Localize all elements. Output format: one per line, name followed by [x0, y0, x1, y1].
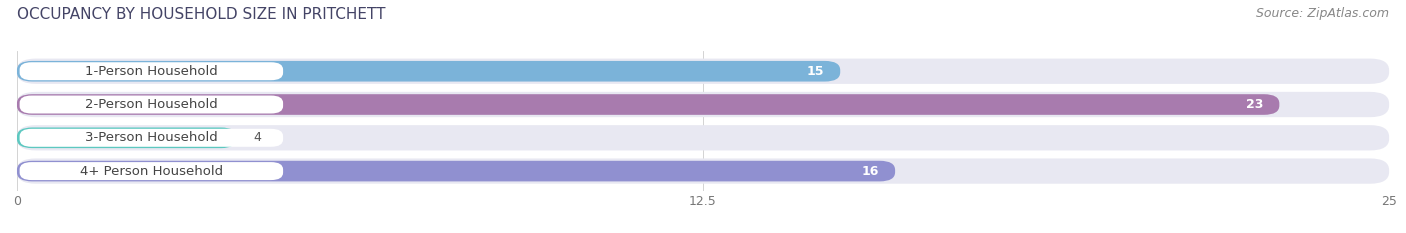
Text: 16: 16	[862, 164, 879, 178]
Text: 1-Person Household: 1-Person Household	[84, 65, 218, 78]
FancyBboxPatch shape	[17, 125, 1389, 151]
Text: Source: ZipAtlas.com: Source: ZipAtlas.com	[1256, 7, 1389, 20]
Text: 2-Person Household: 2-Person Household	[84, 98, 218, 111]
Text: 4: 4	[253, 131, 260, 144]
FancyBboxPatch shape	[17, 58, 1389, 84]
Text: 3-Person Household: 3-Person Household	[84, 131, 218, 144]
FancyBboxPatch shape	[20, 129, 283, 147]
FancyBboxPatch shape	[20, 96, 283, 113]
Text: OCCUPANCY BY HOUSEHOLD SIZE IN PRITCHETT: OCCUPANCY BY HOUSEHOLD SIZE IN PRITCHETT	[17, 7, 385, 22]
Text: 4+ Person Household: 4+ Person Household	[80, 164, 224, 178]
Text: 23: 23	[1246, 98, 1263, 111]
FancyBboxPatch shape	[17, 94, 1279, 115]
FancyBboxPatch shape	[17, 127, 236, 148]
FancyBboxPatch shape	[17, 61, 841, 82]
FancyBboxPatch shape	[17, 92, 1389, 117]
Text: 15: 15	[806, 65, 824, 78]
FancyBboxPatch shape	[17, 158, 1389, 184]
FancyBboxPatch shape	[17, 161, 896, 182]
FancyBboxPatch shape	[20, 62, 283, 80]
FancyBboxPatch shape	[20, 162, 283, 180]
